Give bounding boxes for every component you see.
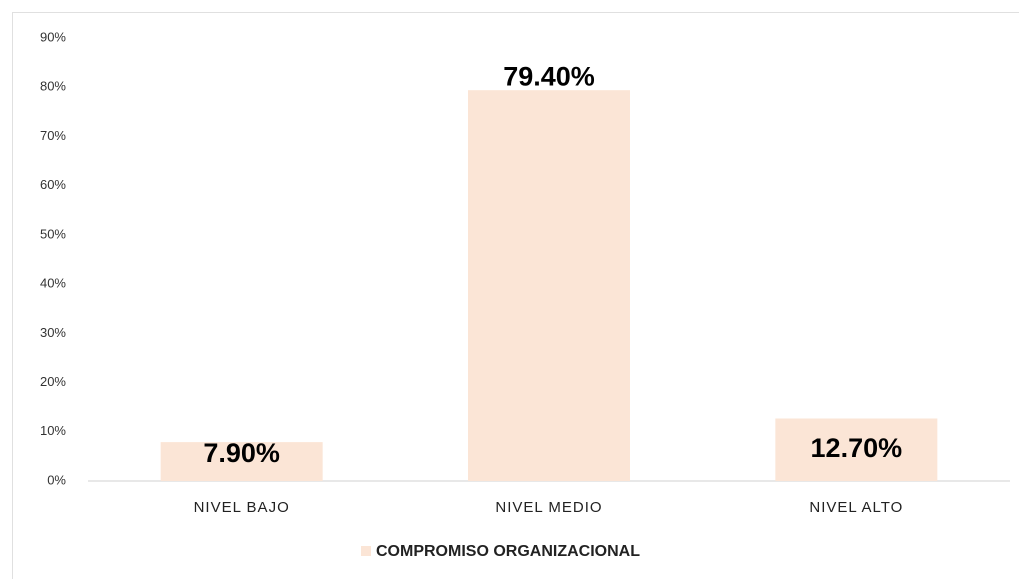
y-tick-label: 70% — [40, 128, 66, 143]
y-tick-label: 40% — [40, 276, 66, 291]
bar — [775, 418, 938, 481]
y-tick-label: 90% — [40, 29, 66, 44]
y-tick-label: 30% — [40, 325, 66, 340]
bar — [160, 442, 323, 481]
legend-label: COMPROMISO ORGANIZACIONAL — [376, 543, 640, 560]
x-tick-label: NIVEL ALTO — [809, 499, 903, 516]
value-label: 7.90% — [203, 438, 280, 468]
value-label: 79.40% — [503, 61, 595, 91]
x-tick-label: NIVEL MEDIO — [495, 499, 602, 516]
y-tick-label: 0% — [47, 472, 66, 487]
y-tick-label: 20% — [40, 374, 66, 389]
bar — [468, 90, 630, 482]
y-tick-label: 50% — [40, 226, 66, 241]
legend-swatch — [361, 546, 371, 556]
x-tick-label: NIVEL BAJO — [194, 499, 290, 516]
value-label: 12.70% — [811, 433, 903, 463]
y-tick-label: 60% — [40, 177, 66, 192]
y-tick-label: 10% — [40, 423, 66, 438]
y-tick-label: 80% — [40, 79, 66, 94]
